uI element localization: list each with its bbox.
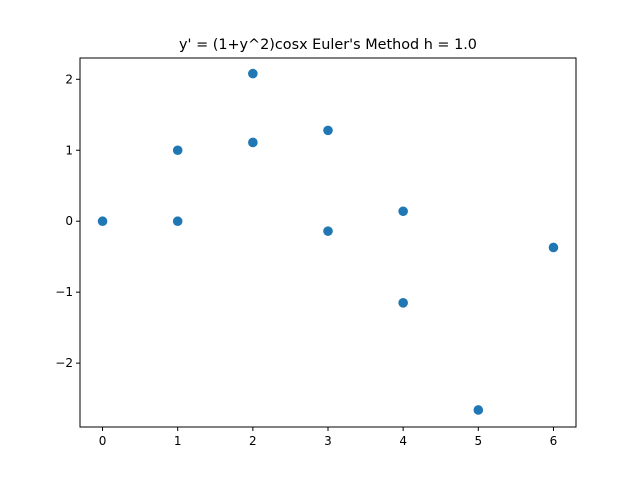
x-tick-label: 2 <box>249 434 257 448</box>
data-point <box>323 226 333 236</box>
y-tick-label: −2 <box>55 356 73 370</box>
data-point <box>398 206 408 217</box>
y-tick-label: 2 <box>65 72 73 86</box>
data-point <box>548 242 559 253</box>
x-tick-label: 6 <box>550 434 558 448</box>
x-tick-label: 1 <box>174 434 182 448</box>
x-tick-label: 0 <box>99 434 107 448</box>
y-tick-label: −1 <box>55 285 73 299</box>
x-tick-label: 3 <box>324 434 332 448</box>
y-tick-label: 0 <box>65 214 73 228</box>
data-point <box>97 216 108 227</box>
data-point <box>398 298 408 308</box>
plot-area: 0 1 2 3 4 5 6 −2 −1 0 1 2 <box>55 68 559 448</box>
data-point <box>248 68 258 79</box>
x-tick-label: 5 <box>474 434 482 448</box>
chart-title: y' = (1+y^2)cosx Euler's Method h = 1.0 <box>179 37 477 53</box>
data-point <box>473 405 484 415</box>
data-point <box>248 137 258 148</box>
y-tick-label: 1 <box>65 143 73 157</box>
data-point <box>172 216 183 227</box>
axes-frame <box>79 57 577 428</box>
data-point <box>323 125 333 136</box>
x-tick-label: 4 <box>399 434 407 448</box>
data-point <box>172 145 183 156</box>
